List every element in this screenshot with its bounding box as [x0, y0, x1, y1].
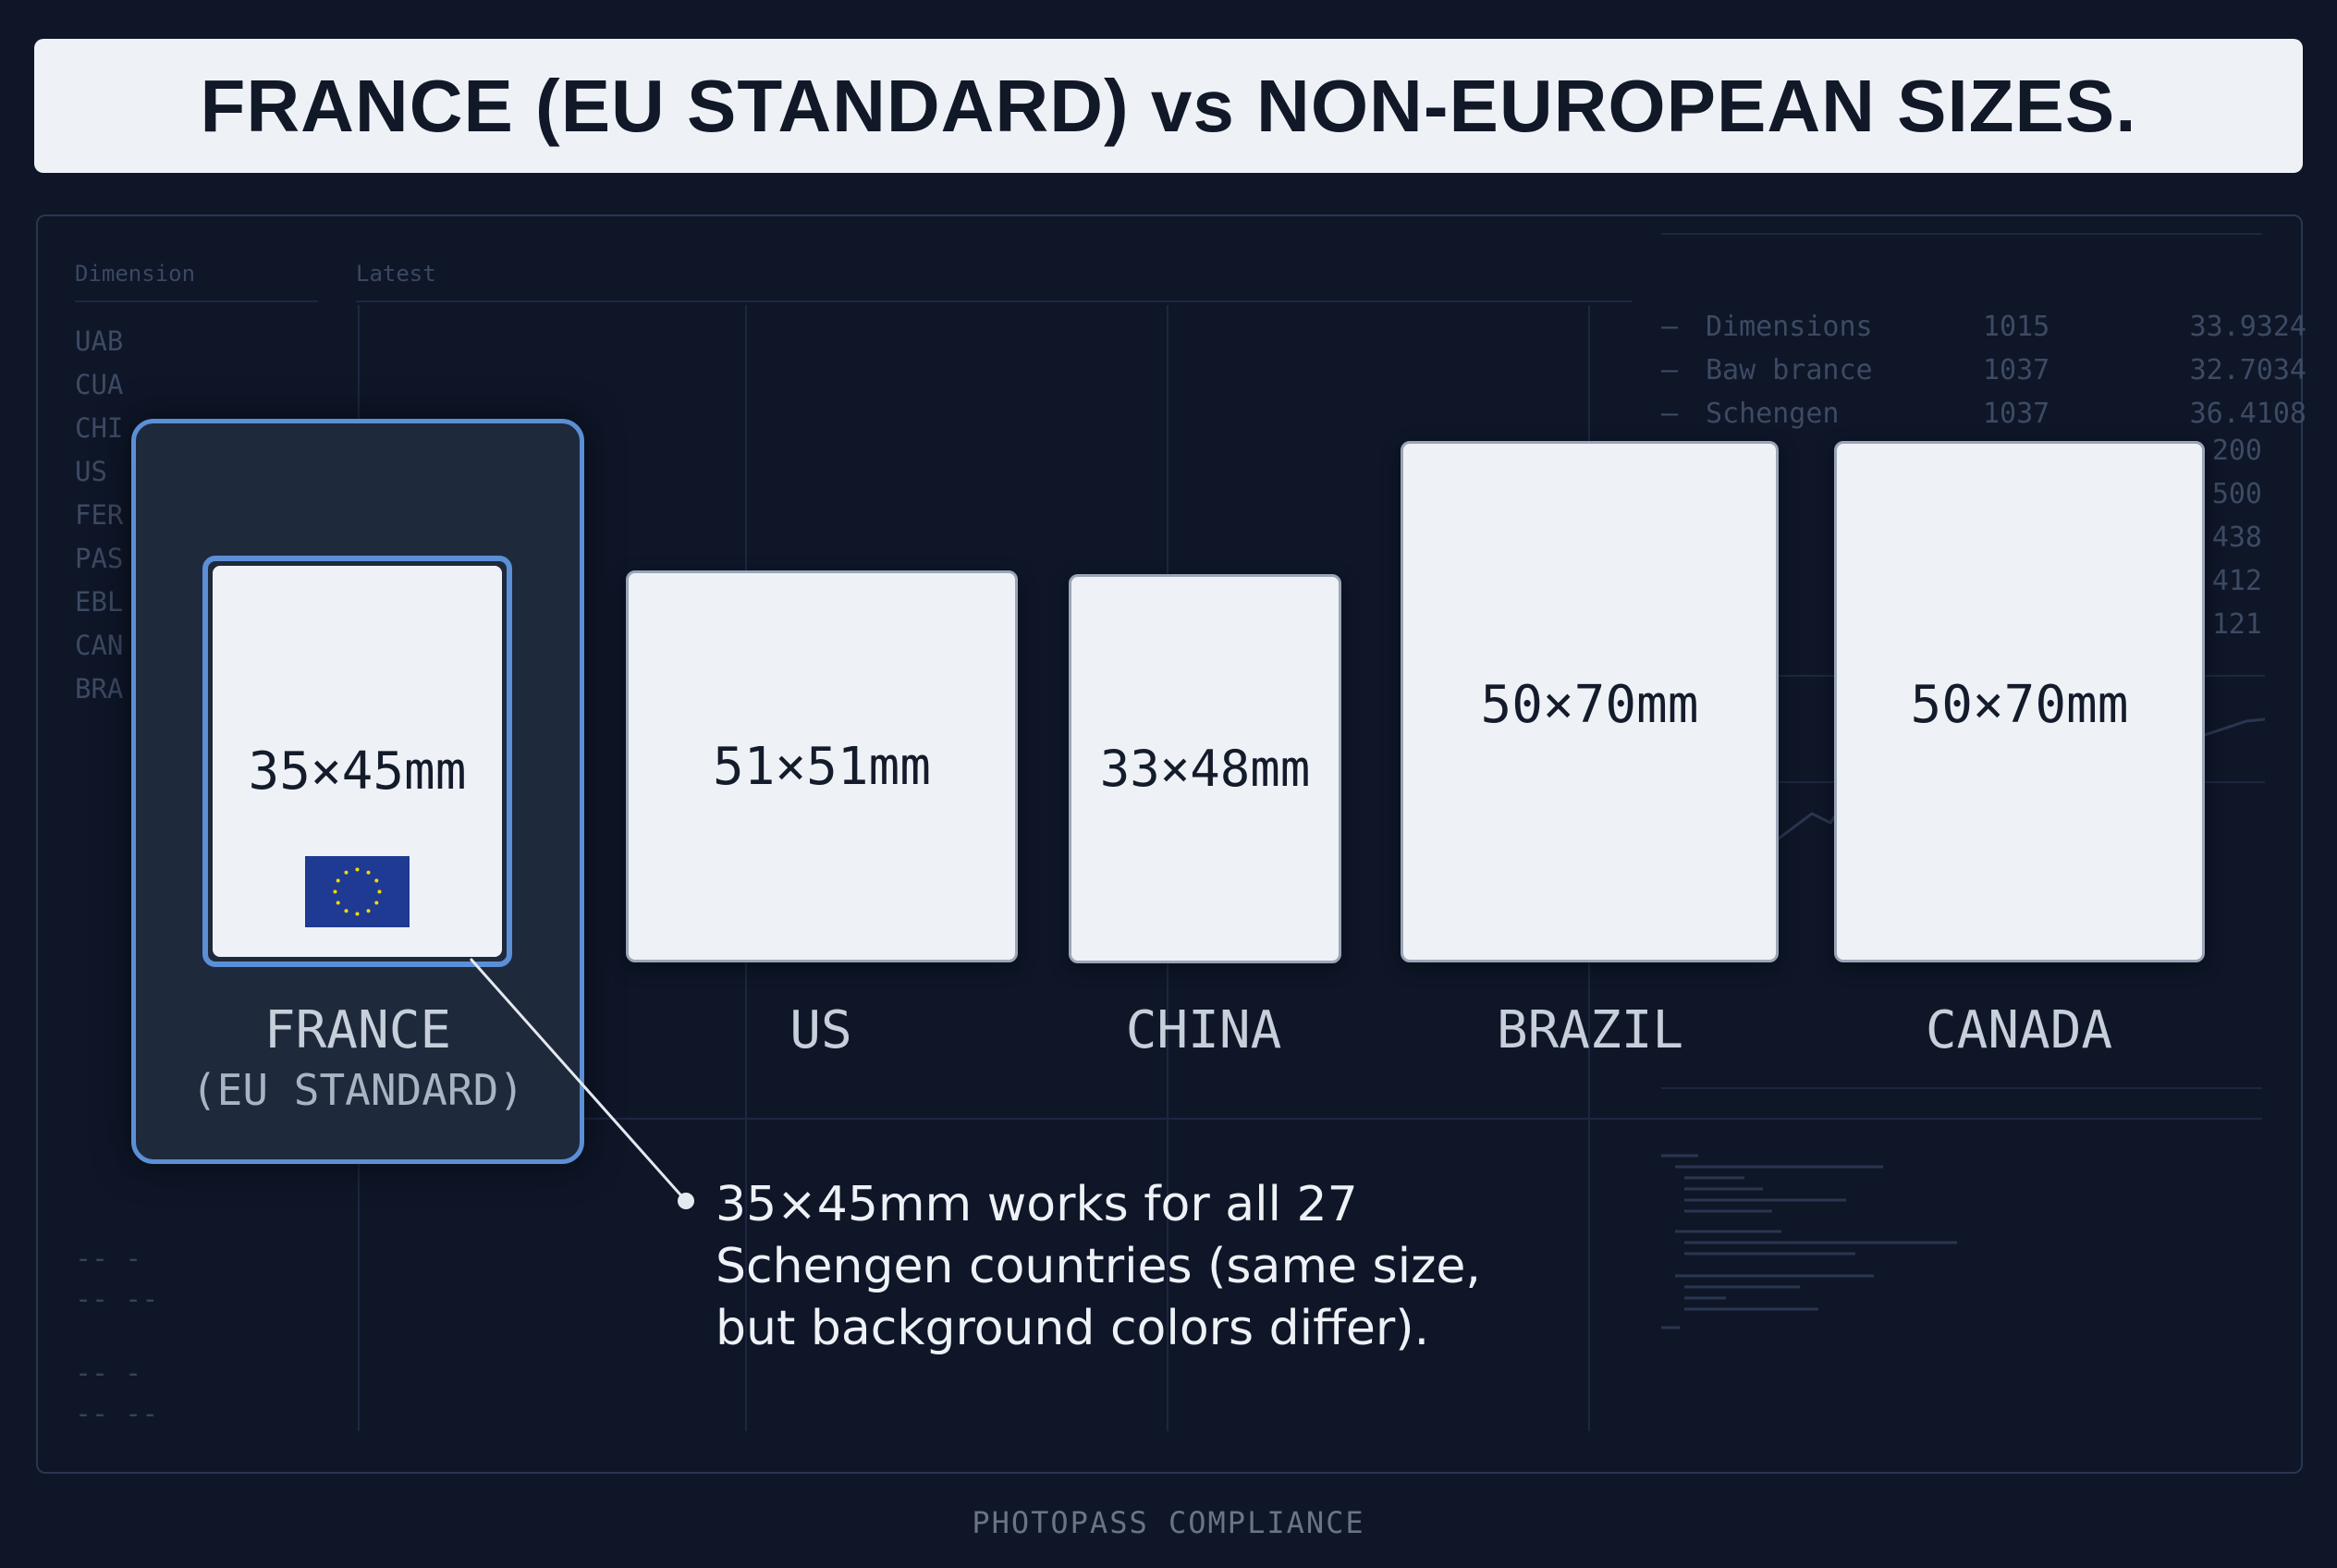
divider — [1661, 233, 2262, 235]
bg-dash: -- - — [75, 1243, 142, 1275]
bg-legend: — Dimensions 1015 33.9324 — Baw brance 1037 32… — [1661, 305, 2306, 435]
legend-name: Dimensions — [1706, 311, 1873, 343]
bg-row: PAS — [75, 543, 124, 574]
photo-brazil: 50×70mm — [1401, 441, 1779, 962]
divider — [358, 1118, 1661, 1120]
photo-china: 33×48mm — [1069, 574, 1341, 963]
label-france-sub: (EU STANDARD) — [190, 1065, 525, 1115]
bg-value-list: 200 500 438 412 121 — [2077, 435, 2262, 652]
page-title: FRANCE (EU STANDARD) vs NON-EUROPEAN SIZ… — [200, 64, 2137, 147]
bg-legend-row: — Dimensions 1015 33.9324 — [1661, 311, 2306, 343]
bg-row: US — [75, 456, 107, 487]
photo-size: 50×70mm — [1480, 675, 1699, 735]
divider — [356, 300, 1632, 302]
legend-count: 1037 — [1983, 398, 2050, 430]
photo-france: 35×45mm — [202, 556, 512, 967]
bg-code-block — [1661, 1154, 1957, 1329]
bg-row: EBL — [75, 586, 124, 618]
photo-size: 51×51mm — [712, 736, 931, 797]
legend-value: 33.9324 — [2189, 311, 2306, 343]
bg-value: 121 — [2211, 608, 2262, 641]
bg-row: CHI — [75, 412, 124, 444]
divider — [1661, 1118, 2262, 1120]
divider — [75, 300, 318, 302]
background-panel — [36, 214, 2303, 1474]
bg-header-dimension: Dimension — [75, 261, 196, 287]
bg-row: BRA — [75, 673, 124, 704]
photo-canada: 50×70mm — [1834, 441, 2205, 962]
callout-line: 35×45mm works for all 27 — [716, 1177, 1358, 1232]
callout-line: but background colors differ). — [716, 1301, 1430, 1356]
photo-us: 51×51mm — [626, 570, 1018, 962]
legend-count: 1015 — [1983, 311, 2050, 343]
eu-flag-icon — [305, 856, 410, 927]
photo-size: 35×45mm — [248, 741, 467, 802]
bg-dashes: -- - -- -- -- - -- -- — [75, 1239, 158, 1435]
bg-row: UAB — [75, 325, 124, 357]
bg-dash: -- -- — [75, 1398, 159, 1430]
bg-row: FER — [75, 499, 124, 531]
bg-value: 500 — [2211, 478, 2262, 510]
bg-legend-row: — Baw brance 1037 32.7034 — [1661, 354, 2306, 386]
title-banner: FRANCE (EU STANDARD) vs NON-EUROPEAN SIZ… — [34, 39, 2303, 173]
bg-value: 412 — [2211, 565, 2262, 597]
label-canada: CANADA — [1925, 1000, 2113, 1060]
legend-value: 32.7034 — [2189, 354, 2306, 386]
divider — [1661, 1087, 2262, 1089]
legend-name: Baw brance — [1706, 354, 1873, 386]
label-us: US — [789, 1000, 852, 1060]
label-brazil: BRAZIL — [1496, 1000, 1684, 1060]
photo-size: 33×48mm — [1099, 740, 1311, 798]
bg-row: CAN — [75, 630, 124, 661]
legend-value: 36.4108 — [2189, 398, 2306, 430]
bg-row-list: UAB CUA CHI US FER PAS EBL CAN BRA — [75, 325, 123, 717]
bg-legend-row: — Schengen 1037 36.4108 — [1661, 398, 2306, 430]
legend-count: 1037 — [1983, 354, 2050, 386]
label-france: FRANCE — [263, 1000, 452, 1060]
bg-dash: -- -- — [75, 1283, 159, 1316]
label-china: CHINA — [1125, 1000, 1282, 1060]
photo-size: 50×70mm — [1910, 675, 2129, 735]
bg-dash: -- - — [75, 1357, 142, 1390]
footer-brand: PHOTOPASS COMPLIANCE — [972, 1505, 1365, 1540]
bg-value: 438 — [2211, 521, 2262, 554]
bg-value: 200 — [2211, 435, 2262, 467]
callout-line: Schengen countries (same size, — [716, 1239, 1481, 1294]
callout-text: 35×45mm works for all 27 Schengen countr… — [716, 1174, 1481, 1360]
bg-header-latest: Latest — [356, 261, 436, 287]
legend-name: Schengen — [1706, 398, 1840, 430]
bg-row: CUA — [75, 369, 124, 400]
